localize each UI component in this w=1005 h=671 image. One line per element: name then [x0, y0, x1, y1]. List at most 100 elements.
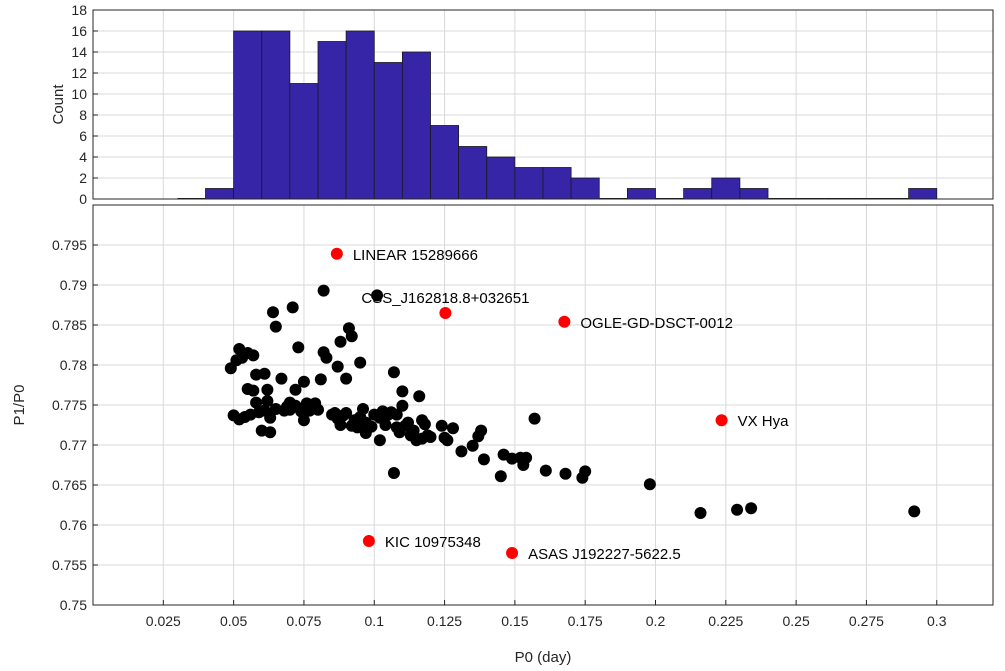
scatter-x-tick-label: 0.25	[783, 613, 810, 629]
histogram-bar	[684, 189, 712, 200]
histogram-bar	[262, 31, 290, 199]
scatter-point	[455, 445, 467, 457]
histogram-y-axis-label: Count	[50, 84, 67, 125]
scatter-point	[298, 376, 310, 388]
scatter-point	[318, 285, 330, 297]
scatter-point	[365, 421, 377, 433]
scatter-x-tick-label: 0.225	[708, 613, 743, 629]
histogram-bar	[318, 42, 346, 200]
scatter-point	[425, 431, 437, 443]
scatter-point	[315, 373, 327, 385]
scatter-point	[346, 330, 358, 342]
histogram-bar	[740, 189, 768, 200]
scatter-point	[745, 502, 757, 514]
histogram-bar	[374, 63, 402, 200]
histogram-bar	[909, 189, 937, 200]
highlighted-star-point	[331, 248, 343, 260]
histogram-y-tick-label: 2	[79, 170, 87, 186]
scatter-x-tick-label: 0.175	[568, 613, 603, 629]
scatter-point	[264, 426, 276, 438]
scatter-point	[644, 478, 656, 490]
scatter-point	[332, 361, 344, 373]
histogram-bar	[402, 52, 430, 199]
scatter-point	[388, 467, 400, 479]
star-annotation-label: KIC 10975348	[385, 534, 481, 551]
scatter-x-tick-label: 0.2	[646, 613, 666, 629]
scatter-point	[560, 468, 572, 480]
scatter-point	[275, 373, 287, 385]
scatter-point	[270, 321, 282, 333]
histogram-y-tick-label: 10	[71, 86, 87, 102]
scatter-x-tick-label: 0.1	[365, 613, 385, 629]
scatter-point	[475, 425, 487, 437]
scatter-point	[292, 341, 304, 353]
scatter-point	[908, 505, 920, 517]
highlighted-star-point	[716, 414, 728, 426]
scatter-point	[267, 306, 279, 318]
histogram-bar	[543, 168, 571, 200]
histogram-bar	[206, 189, 234, 200]
scatter-y-tick-label: 0.755	[52, 557, 87, 573]
histogram-y-tick-label: 6	[79, 128, 87, 144]
scatter-point	[441, 434, 453, 446]
scatter-point	[374, 434, 386, 446]
scatter-panel: LINEAR 15289666CSS_J162818.8+032651OGLE-…	[11, 205, 993, 666]
scatter-x-tick-label: 0.05	[220, 613, 247, 629]
star-annotation-label: CSS_J162818.8+032651	[361, 290, 529, 307]
histogram-bar	[571, 178, 599, 199]
histogram-y-tick-label: 0	[79, 191, 87, 207]
scatter-y-tick-label: 0.79	[60, 277, 87, 293]
scatter-point	[396, 385, 408, 397]
scatter-point	[495, 470, 507, 482]
scatter-point	[695, 507, 707, 519]
scatter-point	[320, 352, 332, 364]
histogram-bar	[627, 189, 655, 200]
scatter-point	[261, 384, 273, 396]
scatter-point	[413, 390, 425, 402]
histogram-y-tick-label: 8	[79, 107, 87, 123]
scatter-y-tick-label: 0.78	[60, 357, 87, 373]
scatter-y-tick-label: 0.785	[52, 317, 87, 333]
scatter-y-tick-label: 0.775	[52, 397, 87, 413]
scatter-y-ticks: 0.75 0.755 0.76 0.765 0.77 0.775 0.78 0.785 0.79…	[52, 237, 98, 613]
star-annotation-label: VX Hya	[738, 413, 790, 430]
scatter-point	[247, 385, 259, 397]
scatter-x-tick-label: 0.025	[146, 613, 181, 629]
scatter-point	[335, 336, 347, 348]
scatter-x-axis-label: P0 (day)	[515, 649, 572, 666]
scatter-x-tick-label: 0.3	[927, 613, 947, 629]
histogram-bar	[515, 168, 543, 200]
scatter-point	[357, 403, 369, 415]
scatter-point	[447, 422, 459, 434]
highlighted-star-point	[506, 547, 518, 559]
scatter-x-tick-label: 0.075	[286, 613, 321, 629]
scatter-point	[312, 404, 324, 416]
histogram-bar	[459, 147, 487, 200]
histogram-y-tick-label: 16	[71, 23, 87, 39]
scatter-point	[354, 357, 366, 369]
scatter-y-tick-label: 0.75	[60, 597, 87, 613]
scatter-point	[540, 465, 552, 477]
histogram-panel: 0 2 4 6 8 10 12 14 16 18 Count	[50, 2, 993, 207]
scatter-point	[287, 301, 299, 313]
scatter-point	[340, 373, 352, 385]
scatter-point	[478, 453, 490, 465]
scatter-point	[259, 368, 271, 380]
scatter-y-tick-label: 0.765	[52, 477, 87, 493]
histogram-y-tick-label: 18	[71, 2, 87, 18]
star-annotation-label: ASAS J192227-5622.5	[528, 546, 681, 563]
scatter-x-tick-label: 0.125	[427, 613, 462, 629]
histogram-bar	[290, 84, 318, 200]
scatter-y-axis-label: P1/P0	[11, 385, 28, 426]
histogram-bar	[712, 178, 740, 199]
histogram-bar	[487, 157, 515, 199]
scatter-point	[520, 452, 532, 464]
highlighted-star-point	[558, 316, 570, 328]
histogram-y-tick-label: 4	[79, 149, 87, 165]
scatter-x-tick-label: 0.275	[849, 613, 884, 629]
histogram-bar	[346, 31, 374, 199]
scatter-y-tick-label: 0.795	[52, 237, 87, 253]
histogram-bar	[234, 31, 262, 199]
histogram-bar	[431, 126, 459, 200]
